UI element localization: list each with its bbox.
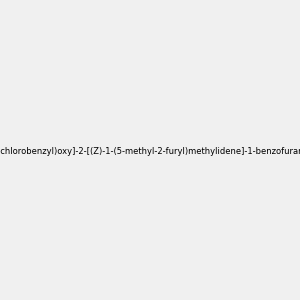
Text: 6-[(2-chlorobenzyl)oxy]-2-[(Z)-1-(5-methyl-2-furyl)methylidene]-1-benzofuran-3-o: 6-[(2-chlorobenzyl)oxy]-2-[(Z)-1-(5-meth…: [0, 147, 300, 156]
